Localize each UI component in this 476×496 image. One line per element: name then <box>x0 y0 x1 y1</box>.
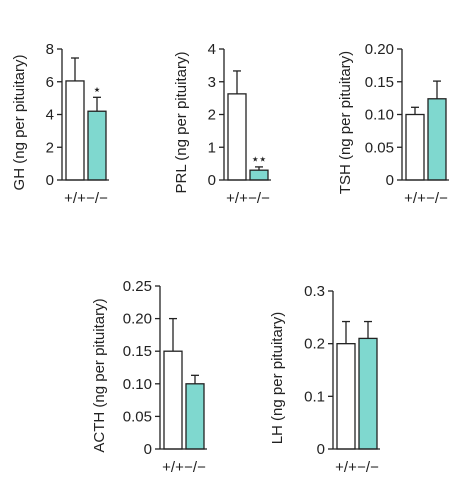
bar-knockout <box>358 337 378 450</box>
bar-wildtype <box>405 113 425 181</box>
y-tick-label: 0 <box>317 441 325 458</box>
y-tick-label: 1 <box>208 139 216 156</box>
y-tick-label: 0.1 <box>304 388 325 405</box>
y-tick-label: 0.3 <box>304 283 325 300</box>
y-tick-label: 0 <box>208 172 216 189</box>
chart-panel-4: 0 0.05 0.10 0.15 0.20 0.25 ACTH (ng per pituit… <box>91 278 207 476</box>
bar-wildtype <box>65 80 85 181</box>
bar-wildtype <box>336 343 356 450</box>
bar-wildtype <box>227 93 247 181</box>
y-tick-label: 8 <box>46 41 54 58</box>
y-tick-label: 0.05 <box>365 139 394 156</box>
bar-wildtype <box>163 350 183 450</box>
y-axis-title: LH (ng per pituitary) <box>269 312 286 445</box>
chart-panel-3: 0 0.05 0.10 0.15 0.20 TSH (ng per pituitary) +… <box>337 41 449 207</box>
y-tick-label: 4 <box>46 107 54 124</box>
y-axis-title: TSH (ng per pituitary) <box>337 51 354 194</box>
chart-panel-5: 0 0.1 0.2 0.3 LH (ng per pituitary) +/+ −/− <box>269 283 380 476</box>
y-tick-label: 3 <box>208 74 216 91</box>
x-category-label: +/+ <box>226 190 248 207</box>
y-axis-title: GH (ng per pituitary) <box>11 55 28 191</box>
y-tick-label: 0 <box>386 172 394 189</box>
bar-knockout <box>249 169 269 181</box>
bar-knockout <box>185 383 205 450</box>
bar-knockout <box>427 98 447 181</box>
significance-marker: ⋆ <box>93 82 101 96</box>
y-tick-label: 0.10 <box>365 107 394 124</box>
bar-knockout <box>87 110 107 181</box>
y-tick-label: 4 <box>208 41 216 58</box>
x-category-label: −/− <box>248 190 270 207</box>
y-tick-label: 0 <box>144 441 152 458</box>
y-tick-label: 0.20 <box>123 311 152 328</box>
y-tick-label: 2 <box>208 107 216 124</box>
chart-panel-2: 0 1 2 3 4 PRL (ng per pituitary) +/+ ⋆⋆ −/− <box>173 41 271 207</box>
x-category-label: +/+ <box>404 190 426 207</box>
significance-marker: ⋆⋆ <box>251 152 266 166</box>
chart-panel-1: 0 2 4 6 8 GH (ng per pituitary) +/+ ⋆ −/− <box>11 41 109 207</box>
x-category-label: +/+ <box>162 459 184 476</box>
y-tick-label: 0.2 <box>304 336 325 353</box>
x-category-label: +/+ <box>64 190 86 207</box>
y-tick-label: 0.10 <box>123 376 152 393</box>
y-tick-label: 2 <box>46 139 54 156</box>
y-tick-label: 0.05 <box>123 408 152 425</box>
y-axis-title: PRL (ng per pituitary) <box>173 51 190 193</box>
x-category-label: −/− <box>426 190 448 207</box>
x-category-label: −/− <box>86 190 108 207</box>
x-category-label: −/− <box>184 459 206 476</box>
x-category-label: −/− <box>357 459 379 476</box>
y-tick-label: 0.15 <box>365 74 394 91</box>
y-tick-label: 0.20 <box>365 41 394 58</box>
y-tick-label: 0.15 <box>123 343 152 360</box>
y-tick-label: 6 <box>46 74 54 91</box>
y-tick-label: 0.25 <box>123 278 152 295</box>
y-axis-title: ACTH (ng per pituitary) <box>91 298 108 452</box>
x-category-label: +/+ <box>335 459 357 476</box>
y-tick-label: 0 <box>46 172 54 189</box>
